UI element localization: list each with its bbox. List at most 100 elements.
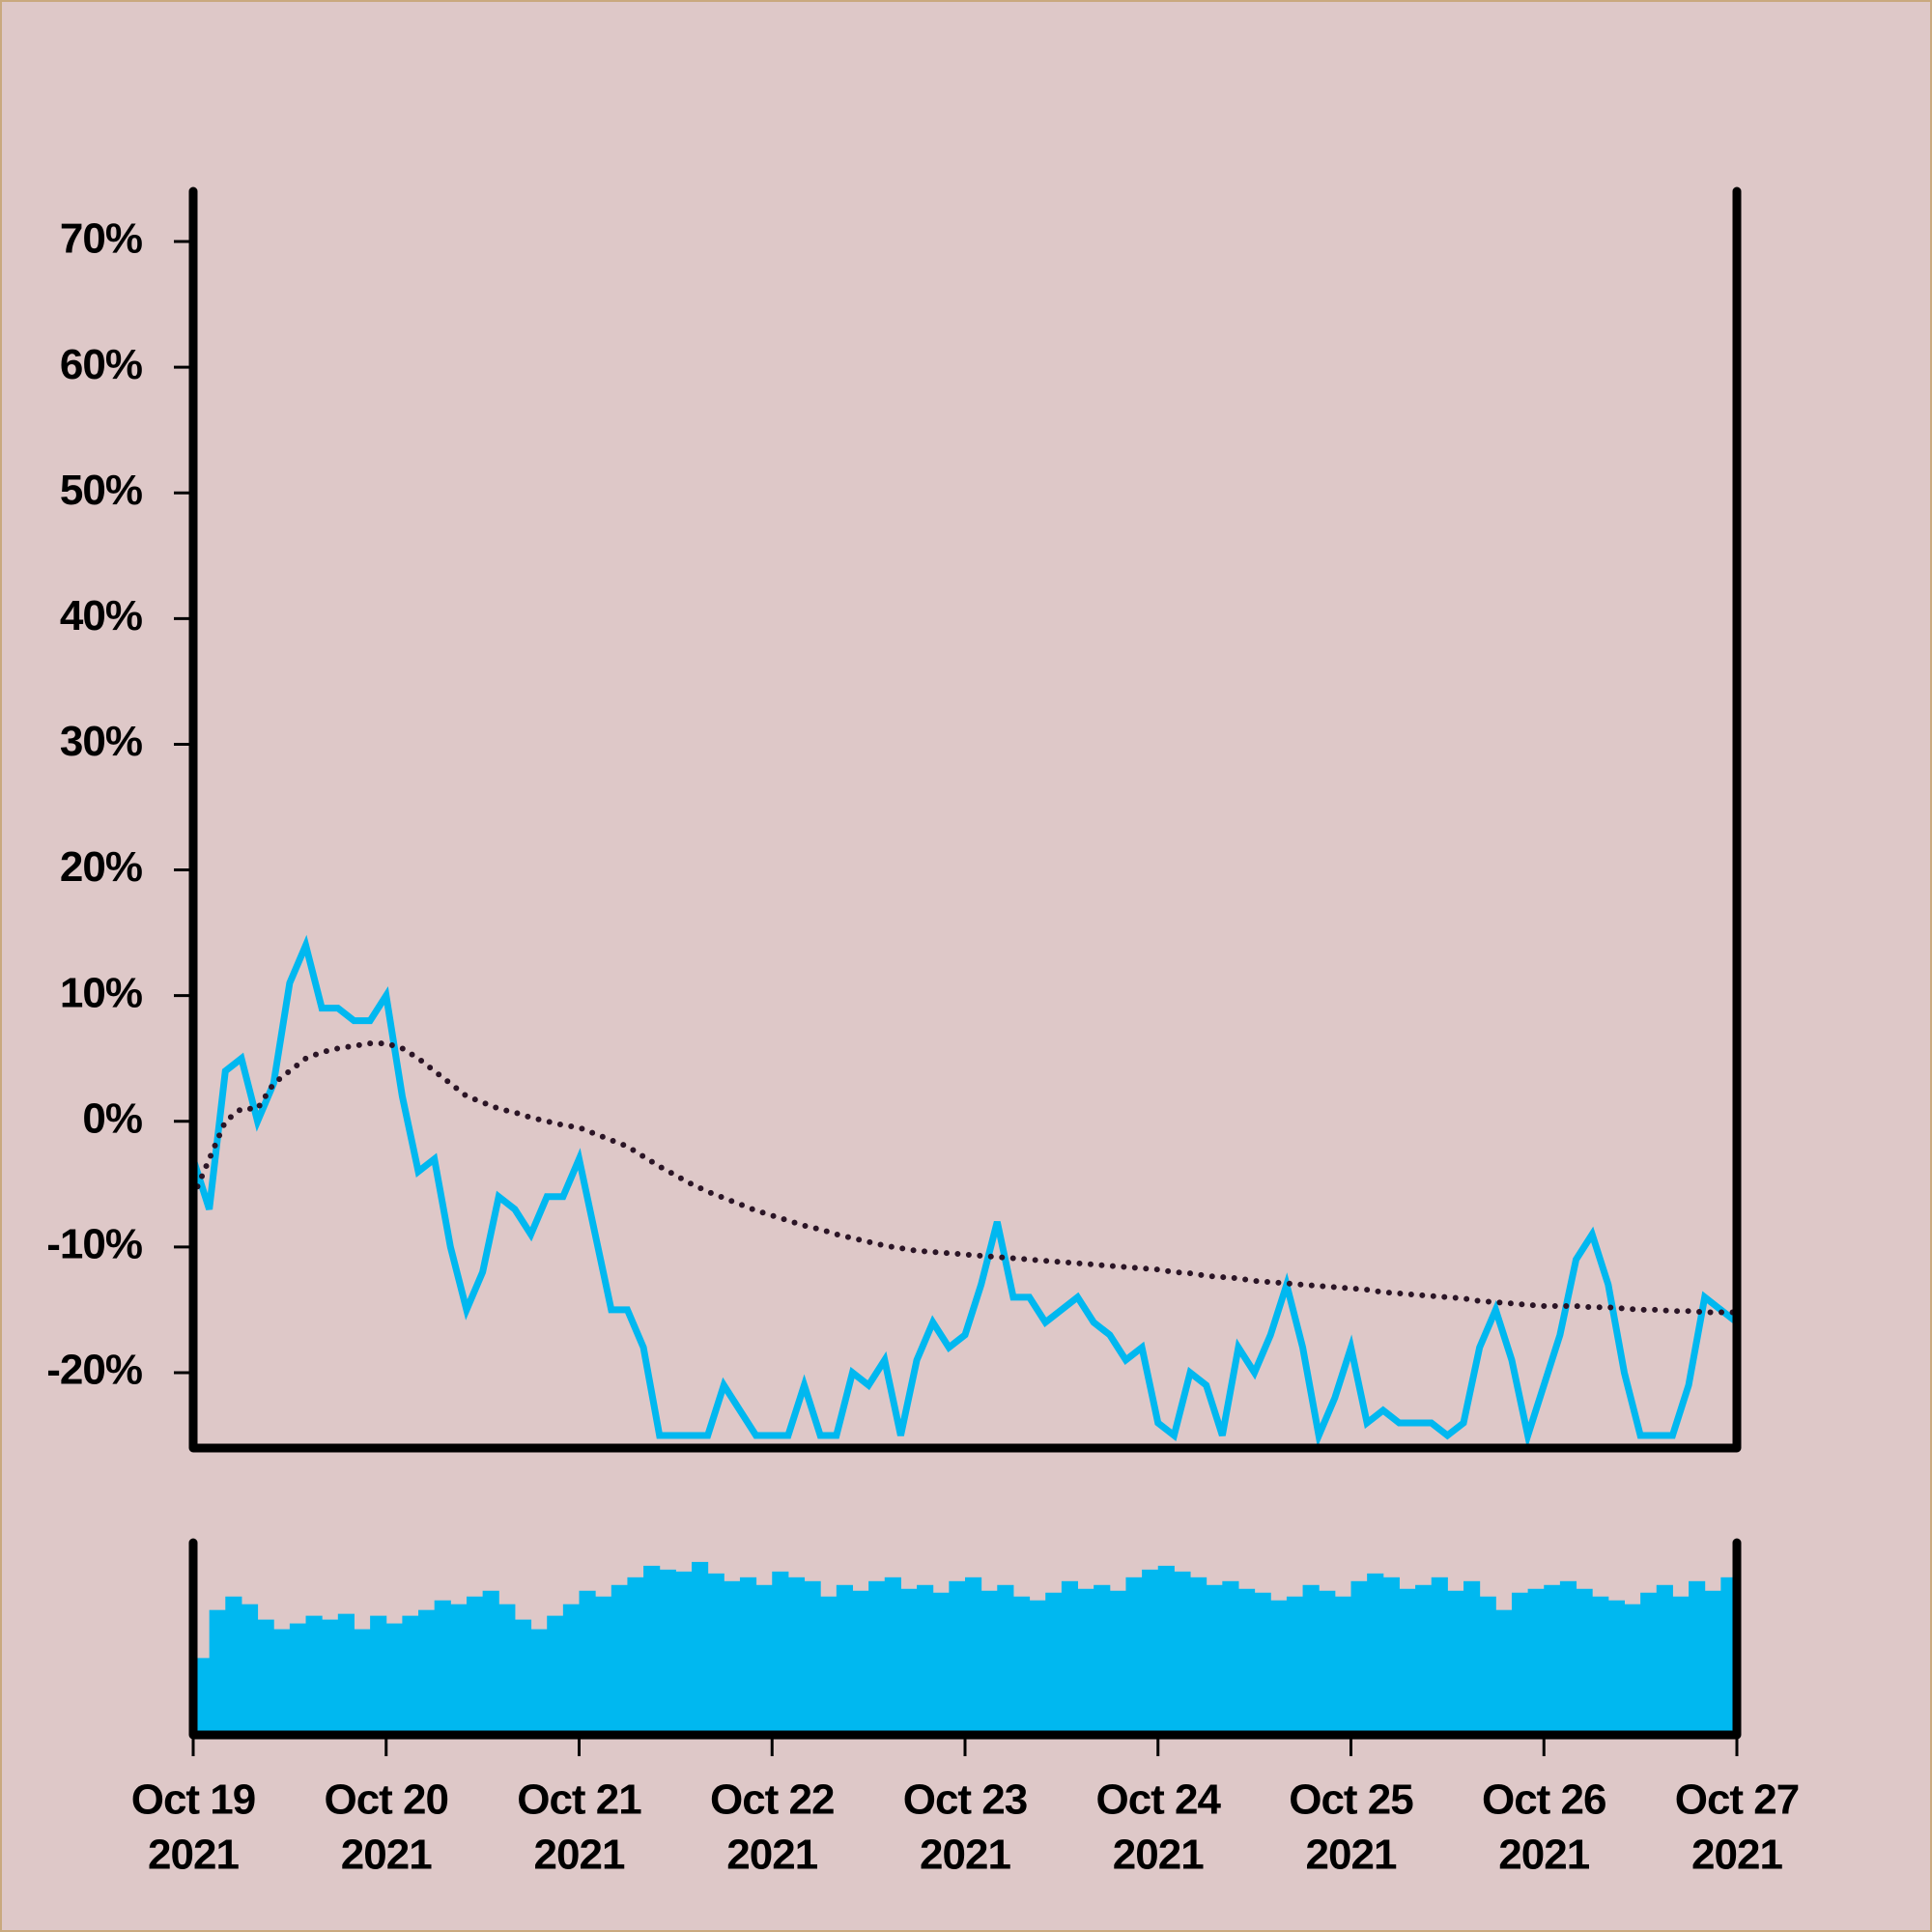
volume-bar (1399, 1588, 1416, 1735)
volume-bar (1576, 1588, 1593, 1735)
volume-bar (209, 1609, 226, 1735)
x-tick-label: Oct 20 (324, 1776, 448, 1824)
volume-bar (1463, 1580, 1481, 1735)
y-tick-label: 30% (60, 718, 142, 765)
volume-bar (1672, 1596, 1690, 1735)
volume-bar (241, 1604, 259, 1735)
volume-bar (932, 1592, 950, 1735)
volume-bar (579, 1590, 596, 1735)
volume-bar (675, 1571, 693, 1735)
volume-bar (1495, 1609, 1513, 1735)
volume-bar (1061, 1580, 1079, 1735)
volume-bar (1689, 1580, 1706, 1735)
volume-bar (739, 1577, 757, 1735)
volume-bar (1302, 1584, 1320, 1735)
volume-bar (530, 1629, 548, 1735)
volume-bar (1431, 1577, 1448, 1735)
volume-bar (980, 1590, 998, 1735)
volume-bar (692, 1561, 709, 1735)
volume-bar (659, 1569, 676, 1735)
volume-bar (482, 1590, 499, 1735)
volume-bar (466, 1596, 484, 1735)
volume-bar (1222, 1580, 1239, 1735)
volume-bar (1559, 1580, 1577, 1735)
x-tick-label: 2021 (148, 1832, 239, 1879)
volume-bar (820, 1596, 838, 1735)
axis-frame (188, 186, 1742, 1453)
volume-bar (949, 1580, 966, 1735)
volume-bar (385, 1623, 403, 1735)
volume-bar (1382, 1577, 1400, 1735)
volume-bar (804, 1580, 821, 1735)
volume-bar (1286, 1596, 1304, 1735)
volume-bar (1094, 1584, 1111, 1735)
volume-bar (1109, 1590, 1126, 1735)
volume-bar (1206, 1584, 1223, 1735)
volume-bar (868, 1580, 886, 1735)
volume-bar (418, 1609, 436, 1735)
y-tick-label: 70% (60, 215, 142, 263)
volume-bar (1544, 1584, 1561, 1735)
volume-bar (1190, 1577, 1208, 1735)
volume-bar (498, 1604, 516, 1735)
volume-bar (1479, 1596, 1496, 1735)
volume-bar (1334, 1596, 1351, 1735)
volume-bar (514, 1619, 532, 1735)
volume-bar (562, 1604, 580, 1735)
volume-bar (305, 1615, 323, 1735)
volume-bar (450, 1604, 468, 1735)
volume-bar (1527, 1588, 1545, 1735)
x-tick-label: Oct 26 (1482, 1776, 1606, 1824)
volume-bar (1640, 1592, 1658, 1735)
volume-bar (627, 1577, 644, 1735)
volume-bar (370, 1615, 387, 1735)
volume-bar (595, 1596, 612, 1735)
x-tick-label: 2021 (920, 1832, 1010, 1879)
x-tick-label: 2021 (1306, 1832, 1397, 1879)
price-line (189, 934, 1740, 1449)
y-tick-label: 20% (60, 843, 142, 891)
volume-bar (884, 1577, 901, 1735)
volume-bar (402, 1615, 419, 1735)
volume-bar (354, 1629, 371, 1735)
volume-bar (917, 1584, 934, 1735)
volume-bar (322, 1619, 339, 1735)
volume-bar (707, 1573, 724, 1735)
x-tick-label: 2021 (1691, 1832, 1782, 1879)
volume-bar (225, 1596, 242, 1735)
volume-bar (1607, 1600, 1625, 1735)
volume-bar (724, 1580, 741, 1735)
volume-bar (755, 1584, 773, 1735)
volume-bar (772, 1571, 789, 1735)
volume-bar (434, 1600, 451, 1735)
volume-bar (1511, 1592, 1529, 1735)
y-tick-label: 0% (82, 1094, 142, 1142)
volume-bar (1125, 1577, 1143, 1735)
volume-bar (611, 1584, 628, 1735)
volume-bar (1174, 1571, 1191, 1735)
volume-bar (1157, 1565, 1175, 1735)
axis-frame (188, 1538, 1742, 1740)
x-tick-label: Oct 22 (710, 1776, 835, 1824)
volume-bar (643, 1565, 661, 1735)
x-tick-label: Oct 19 (131, 1776, 256, 1824)
x-tick-label: Oct 21 (517, 1776, 641, 1824)
volume-bar (337, 1613, 355, 1735)
y-tick-label: -10% (46, 1220, 142, 1267)
volume-bar (965, 1577, 982, 1735)
volume-bar (787, 1577, 806, 1735)
average-line (190, 1040, 1740, 1316)
x-tick-label: Oct 25 (1289, 1776, 1413, 1824)
x-tick-label: Oct 24 (1095, 1776, 1221, 1824)
volume-bar (836, 1584, 853, 1735)
x-tick-label: 2021 (341, 1832, 432, 1879)
volume-bar (1029, 1600, 1046, 1735)
volume-bar (1367, 1573, 1384, 1735)
x-tick-label: Oct 27 (1675, 1776, 1800, 1824)
x-tick-label: 2021 (1113, 1832, 1204, 1879)
x-tick-label: 2021 (726, 1832, 817, 1879)
volume-bar (1592, 1596, 1609, 1735)
volume-bar (273, 1629, 291, 1735)
volume-bar (997, 1584, 1014, 1735)
